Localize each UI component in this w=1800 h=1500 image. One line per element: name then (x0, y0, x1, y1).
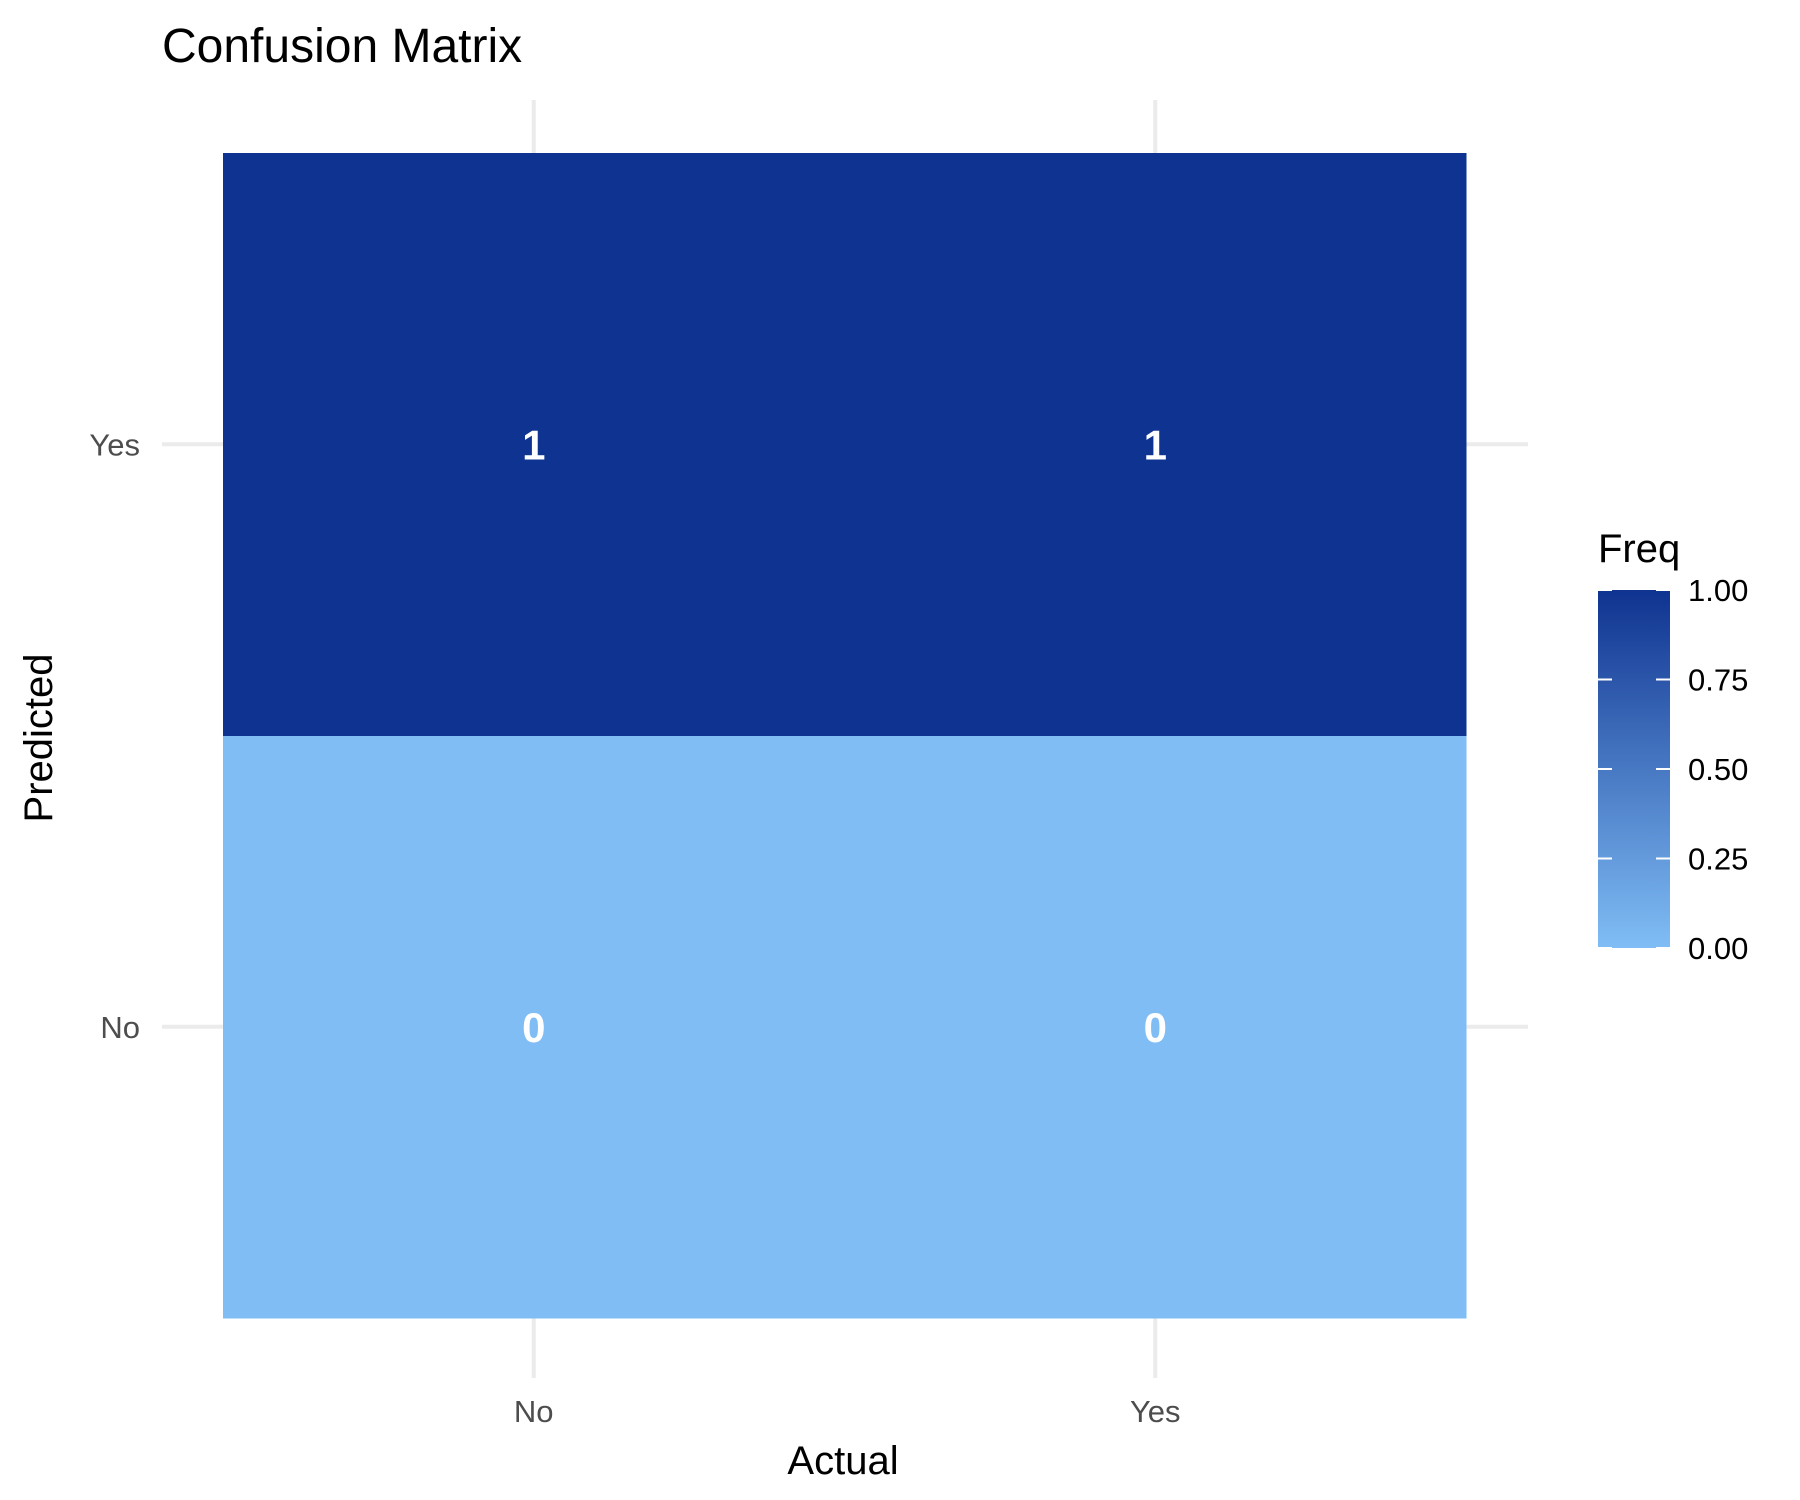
x-axis-title: Actual (787, 1439, 898, 1483)
cell-value-label-no-yes: 1 (522, 421, 545, 468)
heatmap-cell-yes-yes (844, 153, 1467, 736)
y-axis-title: Predicted (17, 654, 61, 823)
heatmap-cell-no-no (223, 735, 845, 1319)
cell-value-label-yes-no: 0 (1144, 1004, 1167, 1051)
legend-tick-label: 0.25 (1688, 842, 1748, 877)
heatmap-cell-no-yes (223, 153, 845, 736)
chart-title: Confusion Matrix (162, 20, 522, 73)
legend-title: Freq (1598, 527, 1680, 571)
legend-tick-label: 0.50 (1688, 752, 1748, 787)
cell-value-label-no-no: 0 (522, 1004, 545, 1051)
x-tick-label-no: No (514, 1394, 554, 1429)
legend-tick-label: 0.75 (1688, 663, 1748, 698)
cell-value-label-yes-yes: 1 (1144, 421, 1167, 468)
legend-tick-label: 0.00 (1688, 931, 1748, 966)
color-legend: Freq 0.00 0.25 0.50 0.75 1.00 (1598, 527, 1748, 966)
y-tick-label-yes: Yes (89, 427, 140, 462)
y-tick-label-no: No (100, 1010, 140, 1045)
legend-tick-label: 1.00 (1688, 573, 1748, 608)
legend-ticks: 0.00 0.25 0.50 0.75 1.00 (1598, 573, 1748, 966)
axis-tick-labels: No Yes No Yes (89, 427, 1180, 1429)
heatmap-cells (223, 153, 1467, 1319)
heatmap-cell-yes-no (844, 735, 1467, 1319)
cell-labels: 0 0 1 1 (522, 421, 1167, 1051)
x-tick-label-yes: Yes (1130, 1394, 1181, 1429)
